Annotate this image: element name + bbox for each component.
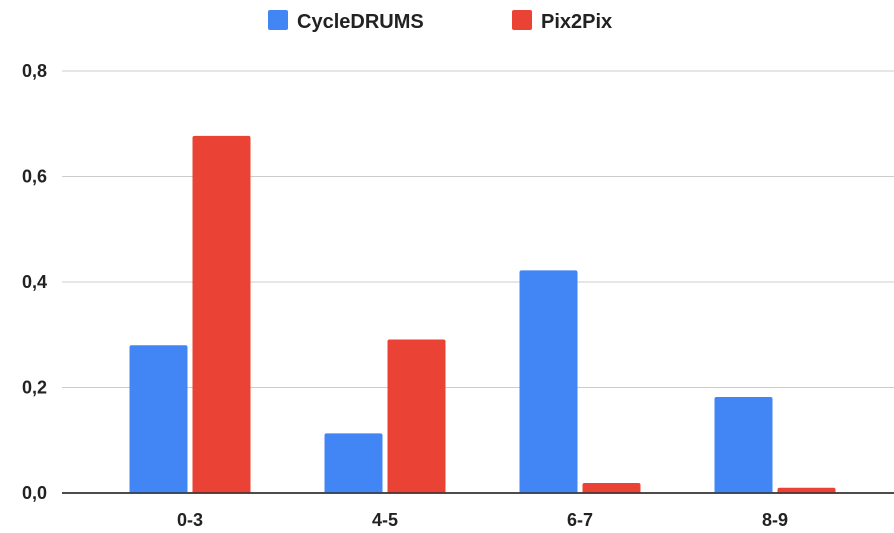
bar-pix2pix-8-9 [777,487,836,493]
legend-label: CycleDRUMS [297,11,424,33]
y-tick-label: 0,8 [22,61,47,81]
y-tick-label: 0,0 [22,483,47,503]
bar-cycledrums-6-7 [519,270,578,493]
legend-label: Pix2Pix [541,11,612,33]
bar-cycledrums-4-5 [324,433,383,493]
bar-pix2pix-0-3 [192,135,251,493]
bar-pix2pix-6-7 [582,482,641,493]
y-tick-label: 0,6 [22,167,47,187]
bar-pix2pix-4-5 [387,339,446,493]
bars [62,135,894,494]
bar-cycledrums-0-3 [129,345,188,493]
legend-swatch [512,10,532,30]
y-tick-label: 0,4 [22,272,47,292]
x-category-label: 0-3 [177,510,203,530]
legend-swatch [268,10,288,30]
legend-item-pix2pix[interactable]: Pix2Pix [512,10,612,33]
legend: CycleDRUMS Pix2Pix [268,10,612,33]
x-category-label: 8-9 [762,510,788,530]
x-category-label: 4-5 [372,510,398,530]
y-axis-ticks: 0,0 0,2 0,4 0,6 0,8 [22,61,47,503]
x-category-label: 6-7 [567,510,593,530]
x-axis-categories: 0-3 4-5 6-7 8-9 [177,510,788,530]
y-tick-label: 0,2 [22,378,47,398]
bar-cycledrums-8-9 [714,396,773,493]
legend-item-cycledrums[interactable]: CycleDRUMS [268,10,424,33]
